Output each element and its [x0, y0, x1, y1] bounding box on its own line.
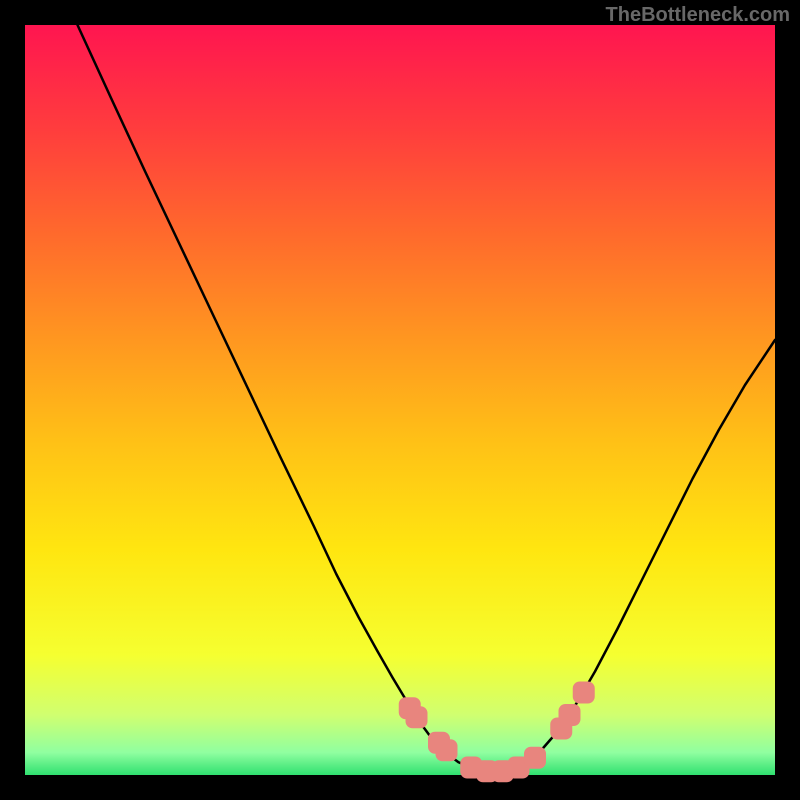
bottleneck-curve	[78, 25, 776, 772]
marker-point	[573, 682, 595, 704]
watermark-text: TheBottleneck.com	[606, 4, 790, 27]
marker-point	[436, 739, 458, 761]
marker-point	[406, 706, 428, 728]
chart-svg	[0, 0, 800, 800]
marker-point	[524, 747, 546, 769]
marker-point	[559, 704, 581, 726]
